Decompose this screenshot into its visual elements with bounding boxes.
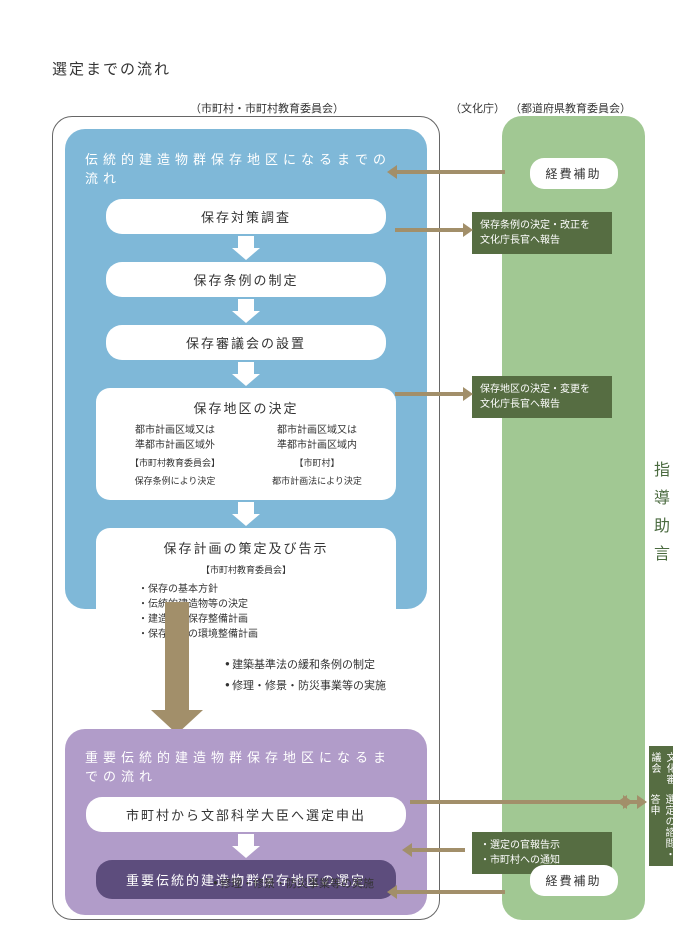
blue-section: 伝統的建造物群保存地区になるまでの流れ 保存対策調査 保存条例の制定 保存審議会… (65, 129, 427, 609)
culture-council-box: 文化審議会 選定の諮問・答申 (649, 746, 673, 866)
connector-arrow-icon (395, 392, 465, 396)
decision-col-b: 都市計画区域又は 準都市計画区域内 【市町村】 都市計画法により決定 (252, 423, 382, 488)
right-column-label-1: （文化庁） (450, 100, 505, 116)
step-preservation-plan: 保存計画の策定及び告示 【市町村教育委員会】 保存の基本方針 伝統的建造物等の決… (96, 528, 396, 652)
arrow-icon (83, 362, 409, 386)
step-application: 市町村から文部科学大臣へ選定申出 (86, 797, 406, 832)
arrow-icon (83, 834, 409, 858)
left-column-label: （市町村・市町村教育委員会） (190, 100, 344, 116)
report-box-district: 保存地区の決定・変更を 文化庁長官へ報告 (472, 376, 612, 418)
step-ordinance: 保存条例の制定 (106, 262, 386, 297)
connector-arrow-icon (395, 228, 465, 232)
mid-bullet-list: 建築基準法の緩和条例の制定 修理・修景・防災事業等の実施 (225, 655, 386, 697)
purple-section-title: 重要伝統的建造物群保存地区になるまでの流れ (85, 747, 407, 785)
connector-arrow-icon (410, 848, 465, 852)
step-district-decision: 保存地区の決定 都市計画区域又は 準都市計画区域外 【市町村教育委員会】 保存条… (96, 388, 396, 500)
decision-col-a: 都市計画区域又は 準都市計画区域外 【市町村教育委員会】 保存条例により決定 (110, 423, 240, 488)
connector-arrow-icon (625, 800, 639, 804)
bottom-bullet: 修理・修景・防災事業等の実施 (213, 875, 374, 891)
arrow-icon (83, 502, 409, 526)
left-panel: 伝統的建造物群保存地区になるまでの流れ 保存対策調査 保存条例の制定 保存審議会… (52, 116, 440, 920)
step-council: 保存審議会の設置 (106, 325, 386, 360)
blue-section-title: 伝統的建造物群保存地区になるまでの流れ (85, 149, 407, 187)
card-title: 保存計画の策定及び告示 (110, 538, 382, 557)
list-item: 建築基準法の緩和条例の制定 (225, 655, 386, 676)
connector-arrow-icon (410, 800, 625, 804)
list-item: 保存の基本方針 (138, 580, 382, 595)
subsidy-pill-top: 経費補助 (529, 158, 617, 189)
card-title: 保存地区の決定 (110, 398, 382, 417)
connector-arrow-icon (395, 170, 505, 174)
subsidy-pill-bottom: 経費補助 (529, 865, 617, 896)
connector-arrow-icon (395, 890, 505, 894)
report-box-ordinance: 保存条例の決定・改正を 文化庁長官へ報告 (472, 212, 612, 254)
right-column-label-2: （都道府県教育委員会） (510, 100, 631, 116)
guidance-label: 指導助言 (647, 461, 671, 573)
list-item: 修理・修景・防災事業等の実施 (225, 676, 386, 697)
page-title: 選定までの流れ (52, 58, 171, 79)
big-down-arrow-icon (165, 602, 189, 734)
arrow-icon (83, 299, 409, 323)
arrow-icon (83, 236, 409, 260)
card-bracket: 【市町村教育委員会】 (110, 563, 382, 576)
step-survey: 保存対策調査 (106, 199, 386, 234)
